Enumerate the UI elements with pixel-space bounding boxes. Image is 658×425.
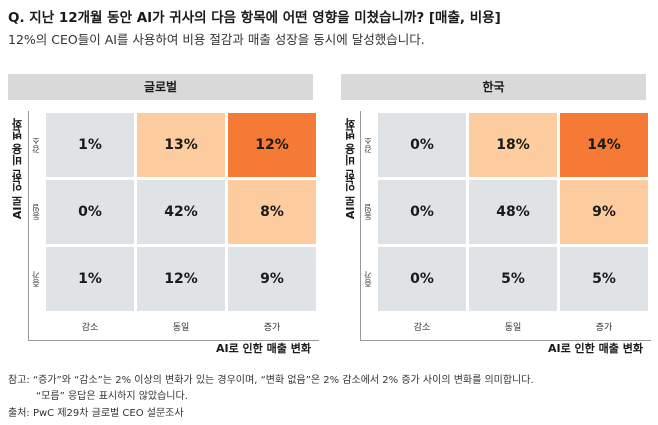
column-label: 동일 bbox=[172, 323, 190, 333]
heatmap-cell: 8% bbox=[228, 180, 316, 244]
heatmap-cell: 48% bbox=[469, 180, 557, 244]
row-label: 증가 bbox=[31, 271, 41, 287]
x-axis-line bbox=[28, 340, 319, 341]
row-label: 동일 bbox=[31, 204, 41, 220]
heatmap-cell: 12% bbox=[137, 247, 225, 311]
heatmap-cell: 1% bbox=[46, 247, 134, 311]
heatmap-cell: 9% bbox=[228, 247, 316, 311]
heatmap-cell: 0% bbox=[46, 180, 134, 244]
x-axis-title: AI로 인한 매출 변화 bbox=[548, 342, 643, 355]
heatmap-cell: 13% bbox=[137, 113, 225, 177]
y-axis-line bbox=[28, 111, 29, 340]
source-line: 출처: PwC 제29차 글로벌 CEO 설문조사 bbox=[8, 408, 184, 419]
row-label: 동일 bbox=[363, 204, 373, 220]
note-line-1: 참고: “증가”와 “감소”는 2% 이상의 변화가 있는 경우이며, “변화 … bbox=[8, 375, 534, 386]
heatmap-cell: 1% bbox=[46, 113, 134, 177]
column-label: 감소 bbox=[81, 323, 99, 333]
note-line-2: “모름” 응답은 표시하지 않았습니다. bbox=[36, 391, 188, 402]
heatmap-cell: 0% bbox=[378, 180, 466, 244]
column-label: 동일 bbox=[504, 323, 522, 333]
column-label: 증가 bbox=[595, 323, 613, 333]
y-axis-title: AI로 인한 비용 변화 bbox=[344, 118, 357, 220]
chart-title: Q. 지난 12개월 동안 AI가 귀사의 다음 항목에 어떤 영향을 미쳤습니… bbox=[8, 10, 501, 26]
heatmap-cell: 18% bbox=[469, 113, 557, 177]
heatmap-cell: 14% bbox=[560, 113, 648, 177]
heatmap-cell: 5% bbox=[560, 247, 648, 311]
chart-subtitle: 12%의 CEO들이 AI를 사용하여 비용 절감과 매출 성장을 동시에 달성… bbox=[8, 32, 425, 47]
row-label: 증가 bbox=[363, 271, 373, 287]
heatmap-cell: 5% bbox=[469, 247, 557, 311]
panel-header-0: 글로벌 bbox=[8, 74, 313, 100]
row-label: 감소 bbox=[31, 137, 41, 153]
heatmap-cell: 9% bbox=[560, 180, 648, 244]
heatmap-cell: 0% bbox=[378, 247, 466, 311]
x-axis-line bbox=[360, 340, 651, 341]
column-label: 감소 bbox=[413, 323, 431, 333]
column-label: 증가 bbox=[263, 323, 281, 333]
y-axis-line bbox=[360, 111, 361, 340]
y-axis-title: AI로 인한 비용 변화 bbox=[11, 118, 24, 220]
heatmap-cell: 42% bbox=[137, 180, 225, 244]
heatmap-cell: 12% bbox=[228, 113, 316, 177]
heatmap-cell: 0% bbox=[378, 113, 466, 177]
panel-header-1: 한국 bbox=[341, 74, 646, 100]
row-label: 감소 bbox=[363, 137, 373, 153]
x-axis-title: AI로 인한 매출 변화 bbox=[216, 342, 311, 355]
